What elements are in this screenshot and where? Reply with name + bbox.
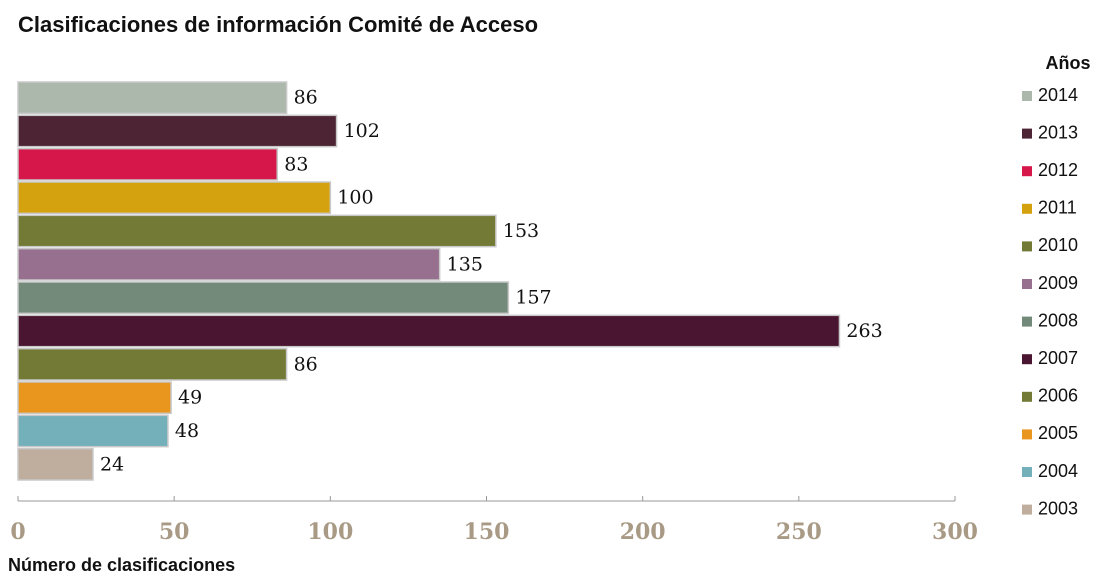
legend-label: 2012: [1038, 160, 1078, 180]
data-label: 48: [175, 420, 199, 442]
data-label: 86: [294, 353, 318, 375]
x-axis-title: Número de clasificaciones: [8, 555, 235, 575]
legend-label: 2007: [1038, 348, 1078, 368]
legend-swatch: [1022, 429, 1032, 440]
x-tick-label: 300: [932, 519, 978, 545]
bar: [17, 414, 169, 448]
x-tick-label: 200: [620, 519, 666, 545]
data-label: 49: [178, 387, 202, 409]
data-label: 86: [294, 87, 318, 109]
legend-swatch: [1022, 203, 1032, 214]
legend-swatch: [1022, 91, 1032, 101]
bar: [17, 181, 332, 215]
legend-swatch: [1022, 467, 1032, 477]
data-label: 135: [447, 253, 483, 275]
data-label: 153: [503, 220, 539, 242]
bar: [17, 347, 288, 381]
legend-label: 2005: [1038, 423, 1078, 443]
legend-label: 2004: [1038, 461, 1078, 481]
bar: [17, 381, 172, 415]
data-label: 83: [284, 153, 308, 175]
data-label: 100: [337, 187, 373, 209]
legend-label: 2013: [1038, 122, 1078, 142]
legend-swatch: [1022, 354, 1032, 365]
data-label: 24: [100, 453, 124, 475]
legend-label: 2009: [1038, 273, 1078, 293]
legend-swatch: [1022, 391, 1032, 402]
legend-label: 2014: [1038, 85, 1078, 105]
legend-swatch: [1022, 316, 1032, 327]
legend-title: Años: [1046, 53, 1091, 73]
x-tick-label: 0: [10, 519, 25, 545]
legend-swatch: [1022, 241, 1032, 252]
data-label: 157: [515, 287, 551, 309]
legend-label: 2006: [1038, 386, 1078, 406]
data-label: 263: [846, 320, 882, 342]
chart-title: Clasificaciones de información Comité de…: [18, 12, 538, 37]
x-tick-label: 150: [464, 519, 510, 545]
legend-swatch: [1022, 166, 1032, 177]
bar: [17, 114, 338, 148]
bar: [17, 147, 278, 181]
legend-label: 2008: [1038, 310, 1078, 330]
bar: [17, 247, 441, 281]
x-tick-label: 50: [159, 519, 190, 545]
bar: [17, 214, 497, 248]
x-tick-label: 100: [307, 519, 353, 545]
bar: [17, 447, 94, 481]
legend-label: 2010: [1038, 235, 1078, 255]
legend-label: 2011: [1038, 198, 1077, 218]
legend-label: 2003: [1038, 498, 1078, 518]
data-label: 102: [344, 120, 380, 142]
legend-swatch: [1022, 279, 1032, 289]
bar: [17, 314, 841, 348]
bar: [17, 281, 510, 315]
x-tick-label: 250: [776, 519, 822, 545]
legend-swatch: [1022, 128, 1032, 139]
legend-swatch: [1022, 504, 1032, 515]
bar: [17, 81, 288, 115]
